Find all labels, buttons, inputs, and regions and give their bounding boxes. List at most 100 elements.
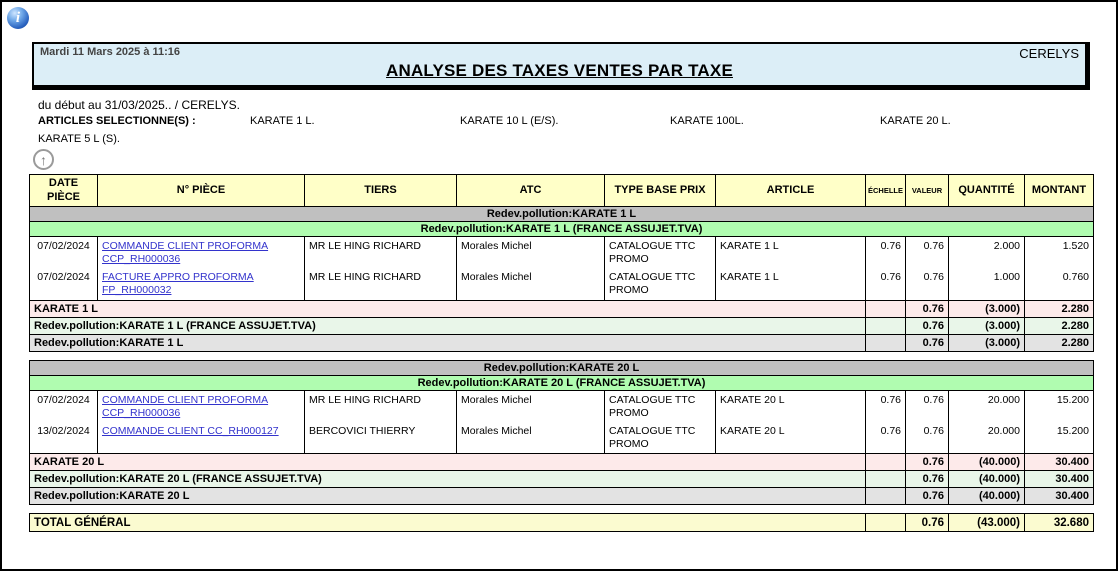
cell-echelle: 0.76 [865,268,906,301]
column-header-atc: ATC [456,174,605,207]
summary-valeur: 0.76 [905,487,949,505]
column-header-article: ARTICLE [715,174,866,207]
document-link[interactable]: COMMANDE CLIENT CC_RH000127 [102,424,279,437]
cell-article: KARATE 20 L [715,421,866,454]
summary-valeur: 0.76 [905,316,949,335]
cell-type-base-prix: CATALOGUE TTC PROMO [604,236,716,269]
summary-montant: 2.280 [1024,333,1094,352]
table-row: 13/02/2024 COMMANDE CLIENT CC_RH000127 B… [29,421,1094,454]
column-header-type-base-prix: TYPE BASE PRIX [604,174,716,207]
subgroup-label: Redev.pollution:KARATE 20 L (FRANCE ASSU… [29,374,1094,391]
cell-valeur: 0.76 [905,268,949,301]
report-title: ANALYSE DES TAXES VENTES PAR TAXE [386,61,733,80]
cell-date: 07/02/2024 [29,268,98,301]
total-valeur: 0.76 [905,513,949,532]
group-label: Redev.pollution:KARATE 1 L [29,206,1094,222]
summary-row-article: KARATE 20 L 0.76 (40.000) 30.400 [29,453,1094,471]
summary-valeur: 0.76 [905,453,949,471]
cell-echelle: 0.76 [865,236,906,269]
article-filter-item: KARATE 100L. [670,115,744,127]
spacer-row [29,351,1094,360]
period-filter-text: du début au 31/03/2025.. / CERELYS. [38,98,240,112]
summary-quantite: (3.000) [948,299,1025,318]
subgroup-header-row: Redev.pollution:KARATE 20 L (FRANCE ASSU… [29,374,1094,391]
cell-quantite: 1.000 [948,268,1025,301]
table-header-row: DATE PIÈCE N° PIÈCE TIERS ATC TYPE BASE … [29,174,1094,207]
summary-label: Redev.pollution:KARATE 20 L [29,487,866,505]
summary-montant: 30.400 [1024,453,1094,471]
cell-valeur: 0.76 [905,421,949,454]
cell-type-base-prix: CATALOGUE TTC PROMO [604,389,716,422]
summary-row-group: Redev.pollution:KARATE 20 L 0.76 (40.000… [29,487,1094,505]
report-datetime: Mardi 11 Mars 2025 à 11:16 [40,46,181,58]
report-header-box: Mardi 11 Mars 2025 à 11:16 CERELYS ANALY… [32,42,1090,90]
cell-article: KARATE 20 L [715,389,866,422]
cell-quantite: 2.000 [948,236,1025,269]
column-header-numero-piece: N° PIÈCE [97,174,305,207]
cell-atc: Morales Michel [456,268,605,301]
column-header-echelle: ÉCHELLE [865,174,906,207]
summary-echelle-empty [865,333,906,352]
subgroup-header-row: Redev.pollution:KARATE 1 L (FRANCE ASSUJ… [29,221,1094,237]
total-row: TOTAL GÉNÉRAL 0.76 (43.000) 32.680 [29,513,1094,532]
cell-tiers: MR LE HING RICHARD [304,389,457,422]
summary-label: Redev.pollution:KARATE 1 L (FRANCE ASSUJ… [29,316,866,335]
article-filter-item: KARATE 20 L. [880,115,951,127]
summary-quantite: (3.000) [948,333,1025,352]
summary-label: KARATE 1 L [29,299,866,318]
company-name: CERELYS [1019,46,1079,61]
summary-label: Redev.pollution:KARATE 1 L [29,333,866,352]
cell-montant: 15.200 [1024,421,1094,454]
summary-quantite: (40.000) [948,453,1025,471]
document-link[interactable]: COMMANDE CLIENT PROFORMA CCP_RH000036 [102,393,269,419]
article-filter-item: KARATE 5 L (S). [38,133,120,145]
cell-quantite: 20.000 [948,421,1025,454]
document-link[interactable]: FACTURE APPRO PROFORMA FP_RH000032 [102,271,254,297]
summary-echelle-empty [865,487,906,505]
cell-type-base-prix: CATALOGUE TTC PROMO [604,421,716,454]
summary-row-article: KARATE 1 L 0.76 (3.000) 2.280 [29,299,1094,318]
scroll-to-top-icon[interactable]: ↑ [33,149,54,170]
cell-article: KARATE 1 L [715,268,866,301]
column-header-quantite: QUANTITÉ [948,174,1025,207]
cell-date: 13/02/2024 [29,421,98,454]
summary-montant: 2.280 [1024,299,1094,318]
cell-article: KARATE 1 L [715,236,866,269]
cell-tiers: BERCOVICI THIERRY [304,421,457,454]
summary-montant: 30.400 [1024,470,1094,488]
cell-atc: Morales Michel [456,389,605,422]
summary-valeur: 0.76 [905,299,949,318]
summary-label: KARATE 20 L [29,453,866,471]
summary-quantite: (3.000) [948,316,1025,335]
table-row: 07/02/2024 FACTURE APPRO PROFORMA FP_RH0… [29,268,1094,301]
total-quantite: (43.000) [948,513,1025,532]
group-label: Redev.pollution:KARATE 20 L [29,359,1094,376]
info-icon[interactable]: i [7,7,29,29]
cell-valeur: 0.76 [905,389,949,422]
spacer-row [29,504,1094,514]
summary-echelle-empty [865,470,906,488]
document-link[interactable]: COMMANDE CLIENT PROFORMA CCP_RH000036 [102,240,269,266]
cell-echelle: 0.76 [865,421,906,454]
cell-type-base-prix: CATALOGUE TTC PROMO [604,268,716,301]
summary-row-subgroup: Redev.pollution:KARATE 20 L (FRANCE ASSU… [29,470,1094,488]
cell-tiers: MR LE HING RICHARD [304,268,457,301]
summary-quantite: (40.000) [948,487,1025,505]
column-header-valeur: VALEUR [905,174,949,207]
summary-label: Redev.pollution:KARATE 20 L (FRANCE ASSU… [29,470,866,488]
column-header-montant: MONTANT [1024,174,1094,207]
article-filter-item: KARATE 1 L. [250,115,315,127]
total-echelle-empty [865,513,906,532]
cell-quantite: 20.000 [948,389,1025,422]
cell-valeur: 0.76 [905,236,949,269]
summary-valeur: 0.76 [905,470,949,488]
cell-date: 07/02/2024 [29,389,98,422]
cell-atc: Morales Michel [456,236,605,269]
cell-echelle: 0.76 [865,389,906,422]
summary-valeur: 0.76 [905,333,949,352]
total-label: TOTAL GÉNÉRAL [29,513,866,532]
summary-row-group: Redev.pollution:KARATE 1 L 0.76 (3.000) … [29,333,1094,352]
summary-echelle-empty [865,453,906,471]
total-montant: 32.680 [1024,513,1094,532]
